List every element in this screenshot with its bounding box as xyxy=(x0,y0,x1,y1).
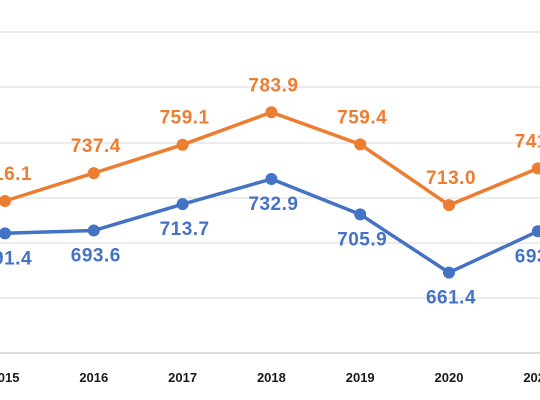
series-1-point-2017 xyxy=(176,198,189,211)
series-group xyxy=(0,106,540,279)
series-1-point-2020 xyxy=(443,266,455,279)
x-tick-label-2018: 2018 xyxy=(257,370,286,385)
data-label-series-1-2016: 693.6 xyxy=(71,245,121,266)
series-1-point-2018 xyxy=(265,173,278,186)
series-1-point-2015 xyxy=(0,227,11,240)
x-axis-ticks: 2015 2016 2017 2018 2019 2020 2021 xyxy=(0,370,540,385)
gridlines xyxy=(0,31,540,354)
series-0-point-2015 xyxy=(0,195,11,208)
x-tick-label-2015: 2015 xyxy=(0,370,19,385)
series-1-point-2016 xyxy=(87,224,100,237)
data-label-series-1-2019: 705.9 xyxy=(337,229,387,250)
data-label-series-0-2015: 716.1 xyxy=(0,164,32,185)
x-tick-label-2020: 2020 xyxy=(435,370,464,385)
data-label-series-0-2017: 759.1 xyxy=(160,108,210,129)
series-1-point-2021 xyxy=(531,225,540,238)
data-label-series-1-2018: 732.9 xyxy=(248,194,298,215)
series-0-point-2017 xyxy=(176,138,189,151)
data-label-series-0-2016: 737.4 xyxy=(71,136,121,157)
data-label-series-1-2017: 713.7 xyxy=(160,219,210,240)
series-0-point-2019 xyxy=(354,138,367,151)
series-1-point-2019 xyxy=(354,208,367,221)
data-label-series-1-2015: 691.4 xyxy=(0,248,32,269)
x-tick-label-2017: 2017 xyxy=(168,370,197,385)
x-tick-label-2019: 2019 xyxy=(346,370,375,385)
data-label-series-0-2018: 783.9 xyxy=(248,75,298,96)
series-0-point-2018 xyxy=(265,106,278,119)
series-0-point-2016 xyxy=(87,167,100,180)
data-label-series-0-2021: 741.0 xyxy=(515,131,540,152)
data-label-series-0-2020: 713.0 xyxy=(426,168,476,189)
data-label-series-0-2019: 759.4 xyxy=(337,107,387,128)
series-0-point-2021 xyxy=(531,162,540,175)
x-tick-label-2016: 2016 xyxy=(79,370,108,385)
x-tick-label-2021: 2021 xyxy=(523,370,540,385)
data-labels: 716.1 737.4 759.1 783.9 759.4 713.0 741.0 691.4… xyxy=(0,75,540,308)
data-label-series-1-2021: 693.0 xyxy=(515,246,540,267)
series-0-point-2020 xyxy=(443,199,455,212)
data-label-series-1-2020: 661.4 xyxy=(426,288,476,309)
